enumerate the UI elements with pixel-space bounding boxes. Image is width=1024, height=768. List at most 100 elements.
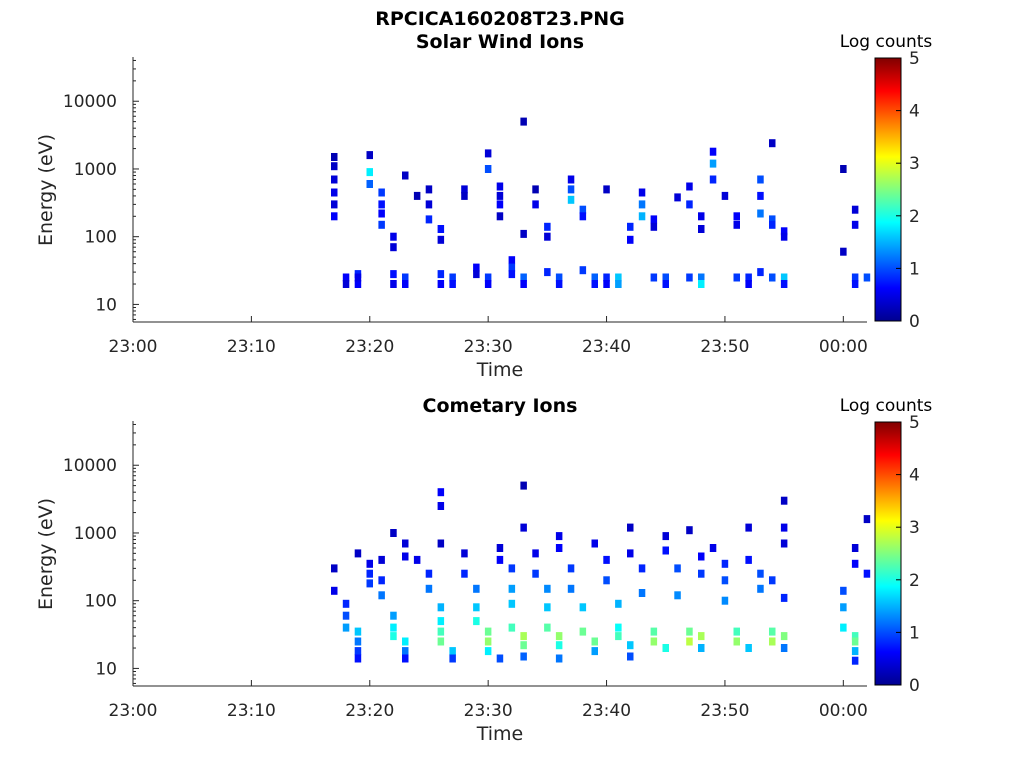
spectrogram-cell <box>484 149 492 158</box>
colorbar-tick-label: 2 <box>909 571 920 591</box>
spectrogram-cell <box>627 235 634 244</box>
panel-cometary: Cometary Ions Log counts 10100100010000 … <box>35 395 932 745</box>
spectrogram-cell <box>851 544 859 552</box>
spectrogram-cell <box>342 280 350 288</box>
spectrogram-cell <box>496 555 504 564</box>
spectrogram-cell <box>615 632 622 641</box>
spectrogram-cell <box>745 555 752 564</box>
spectrogram-cell <box>437 225 445 233</box>
y-tick-label: 100 <box>85 592 117 612</box>
spectrogram-cell <box>780 593 788 602</box>
spectrogram-cell <box>473 270 480 279</box>
spectrogram-cell <box>496 182 504 191</box>
spectrogram-cell <box>473 263 480 272</box>
spectrogram-cell <box>603 576 610 585</box>
spectrogram-cell <box>627 222 634 231</box>
spectrogram-cell <box>851 280 859 288</box>
spectrogram-cell <box>638 589 646 597</box>
spectrogram-cell <box>567 175 575 184</box>
x-axis-ticks: 23:00 23:10 23:20 23:30 23:40 23:50 00:00 <box>109 680 868 721</box>
spectrogram-cell <box>698 644 705 652</box>
spectrogram-cell <box>745 523 752 532</box>
spectrogram-cell <box>780 632 788 641</box>
spectrogram-cell <box>615 273 622 282</box>
x-tick-label: 23:10 <box>227 337 276 357</box>
spectrogram-cell <box>437 280 445 288</box>
spectrogram-cell <box>780 273 788 282</box>
spectrogram-cell <box>331 162 338 171</box>
spectrogram-cell <box>757 268 764 277</box>
spectrogram-cell <box>390 270 397 279</box>
spectrogram-cell <box>745 644 752 652</box>
spectrogram-cell <box>461 549 468 558</box>
x-tick-label: 23:40 <box>582 337 631 357</box>
x-tick-label: 23:50 <box>700 337 749 357</box>
spectrogram-cell <box>402 273 409 282</box>
x-tick-label: 23:10 <box>227 701 276 721</box>
spectrogram-cell <box>378 576 385 585</box>
spectrogram-cell <box>331 153 338 161</box>
spectrogram-cell <box>331 212 338 221</box>
spectrogram-cell <box>615 280 622 288</box>
spectrogram-cell <box>769 273 776 282</box>
spectrogram-cell <box>378 209 385 218</box>
spectrogram-cell <box>579 205 587 214</box>
spectrogram-cell <box>745 273 752 282</box>
colorbar-tick-label: 1 <box>909 259 920 279</box>
spectrogram-cell <box>698 552 705 561</box>
spectrogram-cell <box>354 280 362 288</box>
colorbar-ticks: 0 1 2 3 4 5 <box>896 49 920 332</box>
spectrogram-cell <box>603 280 610 288</box>
spectrogram-cell <box>686 182 693 191</box>
spectrogram-cell <box>484 165 492 173</box>
spectrogram-cell <box>520 280 527 288</box>
spectrogram-cell <box>686 627 693 636</box>
spectrogram-cell <box>425 200 433 209</box>
spectrogram-cell <box>461 191 468 200</box>
spectrogram-cell <box>437 502 445 510</box>
spectrogram-cell <box>662 280 669 288</box>
spectrogram-cell <box>851 205 859 214</box>
spectrogram-cell <box>686 200 693 209</box>
spectrogram-cell <box>378 220 385 229</box>
spectrogram-cell <box>721 559 729 568</box>
spectrogram-cell <box>757 191 764 200</box>
spectrogram-cell <box>757 584 764 593</box>
spectrogram-cell <box>650 273 658 282</box>
spectrogram-cell <box>402 171 409 180</box>
spectrogram-cell <box>520 117 527 126</box>
spectrogram-cell <box>449 654 456 663</box>
spectrogram-cell <box>603 273 610 282</box>
spectrogram-cell <box>579 603 587 612</box>
x-tick-label: 23:50 <box>700 701 749 721</box>
spectrogram-cell <box>615 599 622 608</box>
spectrogram-cell <box>638 564 646 573</box>
spectrogram-cell <box>851 273 859 282</box>
spectrogram-cell <box>733 273 740 282</box>
spectrogram-cell <box>532 200 539 209</box>
spectrogram-cell <box>390 280 397 288</box>
spectrogram-cell <box>366 579 373 588</box>
colorbar-tick-label: 1 <box>909 623 920 643</box>
spectrogram-cell <box>520 632 527 641</box>
x-tick-label: 00:00 <box>819 701 868 721</box>
spectrogram-cell <box>650 215 658 224</box>
colorbar-tick-label: 5 <box>909 49 920 69</box>
spectrogram-cell <box>390 623 397 632</box>
spectrogram-cell <box>331 175 338 184</box>
spectrogram-cell <box>662 546 669 555</box>
spectrogram-cell <box>378 555 385 564</box>
spectrogram-cell <box>437 637 445 646</box>
spectrogram-cell <box>745 280 752 288</box>
spectrogram-cell <box>532 549 539 558</box>
spectrogram-cell <box>851 632 859 641</box>
spectrogram-cell <box>709 544 717 552</box>
spectrogram-cells <box>331 481 871 665</box>
spectrogram-cell <box>698 273 705 282</box>
spectrogram-cell <box>840 247 847 256</box>
spectrogram-cell <box>402 539 409 548</box>
spectrogram-cell <box>508 623 516 632</box>
spectrogram-cell <box>780 523 788 532</box>
colorbar-tick-label: 4 <box>909 102 920 122</box>
spectrogram-cell <box>520 652 527 661</box>
